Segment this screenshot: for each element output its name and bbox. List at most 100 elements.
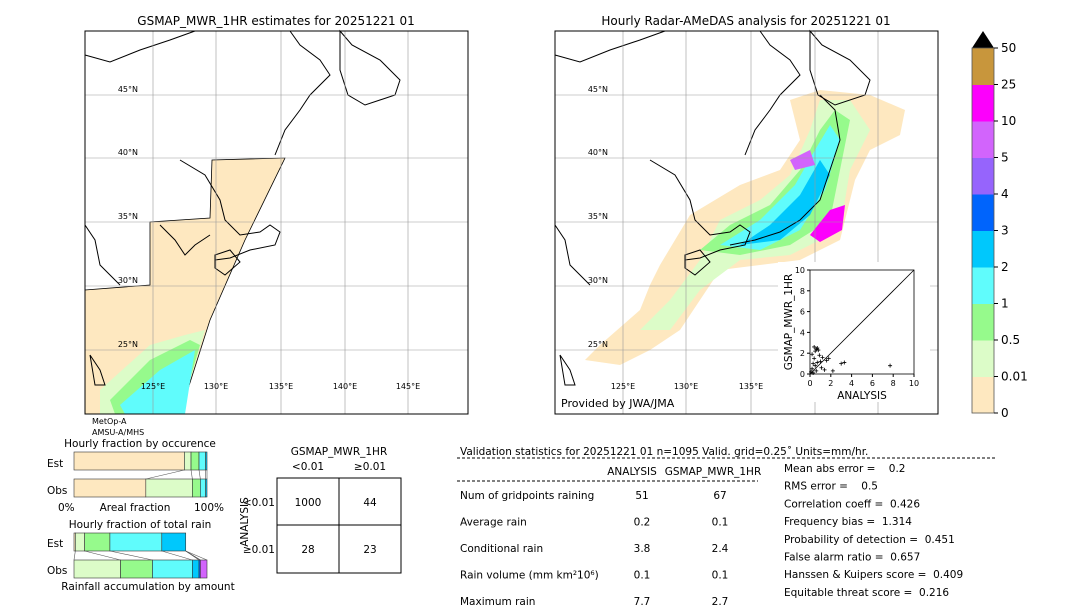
score-line: Mean abs error = 0.2 (784, 463, 905, 475)
scatter-point (815, 360, 820, 365)
stat-gsmap: 2.7 (712, 596, 729, 608)
y-tick-label: 4 (800, 328, 805, 337)
colorbar-segment (972, 230, 994, 268)
connector-line (145, 469, 185, 480)
stats-scores: Mean abs error = 0.2 RMS error = 0.5 Corre… (784, 463, 963, 599)
colorbar-label: 50 (1001, 41, 1016, 55)
score-line: False alarm ratio = 0.657 (784, 552, 920, 564)
scatter-point (824, 358, 829, 363)
bar-segment (73, 451, 185, 471)
colorbar-segment (972, 121, 994, 158)
colorbar-label: 1 (1001, 297, 1009, 311)
colorbar-label: 3 (1001, 224, 1009, 238)
y-tick-label: 8 (800, 287, 805, 296)
stat-label: Conditional rain (460, 543, 543, 555)
lat-label: 45°N (588, 85, 608, 94)
x-tick-label: 2 (828, 379, 833, 388)
stat-analysis: 51 (635, 490, 648, 502)
bar-segment (192, 478, 201, 498)
occurrence-fraction-chart: Hourly fraction by occurence Est Obs 0% … (47, 438, 224, 514)
right-rain-magenta (810, 205, 845, 242)
connector-line (84, 550, 121, 561)
stat-label: Num of gridpoints raining (460, 490, 594, 502)
bar-segment (184, 451, 192, 471)
score-line: Probability of detection = 0.451 (784, 534, 955, 546)
connector-line (190, 469, 193, 480)
validation-stats: Validation statistics for 20251221 01 n=… (457, 446, 996, 608)
scatter-point (809, 369, 814, 374)
score-line: RMS error = 0.5 (784, 481, 878, 493)
occurrence-title: Hourly fraction by occurence (64, 438, 216, 450)
lon-label: 130°E (204, 382, 228, 391)
x-tick-label: 6 (870, 379, 875, 388)
colorbar-label: 2 (1001, 260, 1009, 274)
scatter-point (811, 370, 816, 375)
scatter-point (810, 366, 815, 371)
score-line: Correlation coeff = 0.426 (784, 498, 920, 510)
left-rain-cyan (120, 350, 195, 414)
colorbar-label: 25 (1001, 78, 1016, 92)
obs-label: Obs (47, 565, 67, 577)
colorbar: 0 0.01 0.5 1 2 3 4 5 10 25 50 (971, 31, 1028, 420)
connector-line (161, 550, 193, 561)
stat-label: Rain volume (mm km²10⁶) (460, 570, 599, 582)
connector-line (109, 550, 153, 561)
bar-segment (75, 532, 85, 552)
bar-segment (205, 478, 208, 498)
scatter-point (842, 360, 847, 365)
scatter-point (813, 363, 818, 368)
left-map-frame (84, 30, 469, 415)
bar-segment (192, 559, 200, 579)
score-line: Frequency bias = 1.314 (784, 516, 912, 528)
lat-label: 35°N (118, 212, 138, 221)
lon-label: 125°E (141, 382, 165, 391)
scatter-point (812, 356, 817, 361)
connector-line (185, 550, 208, 561)
scatter-background (778, 262, 930, 402)
connector-line (185, 550, 201, 561)
bar-segment (190, 451, 200, 471)
left-map-title: GSMAP_MWR_1HR estimates for 20251221 01 (137, 14, 414, 28)
stat-label: Maximum rain (460, 596, 535, 608)
lat-label: 40°N (588, 148, 608, 157)
stat-analysis: 3.8 (634, 543, 651, 555)
colorbar-segment (972, 84, 994, 122)
lon-label: 145°E (396, 382, 420, 391)
lat-label: 30°N (588, 276, 608, 285)
rain-xlabel: Rainfall accumulation by amount (61, 581, 234, 593)
scatter-inset: ANALYSIS GSMAP_MWR_1HR 0 2 4 6 8 10 0 2 4 6 8 10 (778, 262, 930, 402)
scatter-point (812, 344, 817, 349)
x-tick-label: 8 (891, 379, 896, 388)
score-line: Hanssen & Kuipers score = 0.409 (784, 569, 963, 581)
lon-label: 140°E (333, 382, 357, 391)
bar-segment (73, 478, 147, 498)
lon-label: 125°E (611, 382, 635, 391)
stat-gsmap: 0.1 (712, 570, 729, 582)
scatter-point (816, 348, 821, 353)
score-line: Equitable threat score = 0.216 (784, 587, 949, 599)
stat-gsmap: 0.1 (712, 517, 729, 529)
bar-segment (161, 532, 187, 552)
est-label: Est (47, 458, 63, 470)
bar-segment (109, 532, 163, 552)
connector-line (73, 550, 76, 561)
lon-label: 135°E (269, 382, 293, 391)
scatter-point (839, 361, 844, 366)
table-cell: 28 (301, 544, 314, 556)
scatter-point (888, 363, 893, 368)
bar-segment (84, 532, 111, 552)
y-tick-label: 6 (800, 308, 805, 317)
bar-segment (152, 559, 193, 579)
colorbar-segment (972, 194, 994, 231)
lat-label: 30°N (118, 276, 138, 285)
scatter-point (815, 346, 820, 350)
sensor-label: AMSU-A/MHS (92, 428, 144, 437)
col-header: <0.01 (292, 461, 324, 473)
scatter-diagonal (809, 269, 915, 375)
colorbar-label: 0.5 (1001, 333, 1020, 347)
stat-analysis: 0.2 (634, 517, 651, 529)
y-tick-label: 0 (800, 370, 805, 379)
col-header: ≥0.01 (354, 461, 386, 473)
bar-segment (120, 559, 153, 579)
table-cell: 23 (363, 544, 376, 556)
